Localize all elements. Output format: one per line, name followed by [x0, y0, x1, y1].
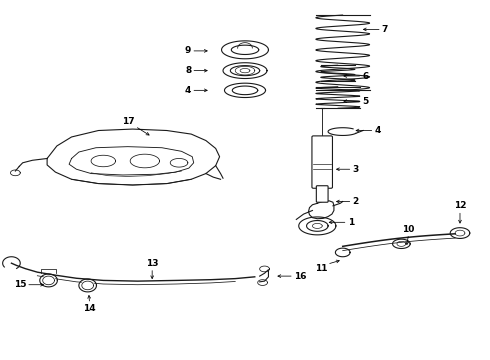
Text: 2: 2: [352, 197, 359, 206]
Text: 10: 10: [402, 225, 415, 234]
Text: 4: 4: [185, 86, 191, 95]
FancyBboxPatch shape: [312, 136, 332, 188]
Text: 16: 16: [294, 271, 306, 280]
FancyBboxPatch shape: [317, 186, 328, 202]
Text: 17: 17: [122, 117, 135, 126]
Text: 3: 3: [352, 165, 359, 174]
Text: 1: 1: [347, 218, 354, 227]
Text: 12: 12: [454, 202, 466, 211]
Text: 6: 6: [362, 72, 368, 81]
Text: 14: 14: [83, 304, 96, 313]
Text: 9: 9: [185, 46, 191, 55]
Ellipse shape: [42, 276, 55, 285]
Ellipse shape: [81, 281, 94, 290]
Text: 13: 13: [146, 259, 158, 268]
Text: 11: 11: [315, 264, 327, 273]
Text: 15: 15: [14, 280, 26, 289]
Text: 4: 4: [374, 126, 381, 135]
Text: 8: 8: [185, 66, 191, 75]
Text: 5: 5: [362, 96, 368, 105]
Text: 7: 7: [382, 25, 388, 34]
